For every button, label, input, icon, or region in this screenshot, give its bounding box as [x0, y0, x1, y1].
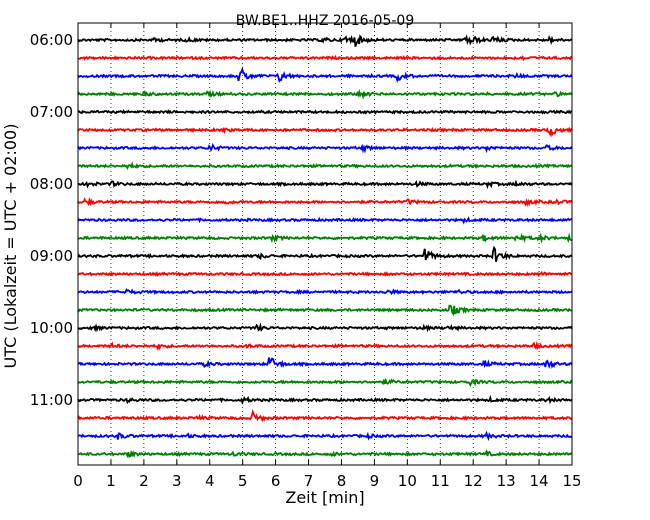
y-tick-label: 06:00 [30, 31, 73, 49]
trace-0645 [77, 88, 573, 100]
x-tick-label: 15 [562, 472, 581, 490]
x-tick-label: 2 [139, 472, 149, 490]
x-tick-label: 13 [497, 472, 516, 490]
x-axis: 0 1 2 3 4 5 6 7 8 9 10 11 12 13 14 15 [73, 23, 582, 490]
trace-0915 [77, 271, 573, 278]
trace-0615 [77, 54, 573, 62]
trace-0845 [77, 232, 573, 244]
x-axis-label: Zeit [min] [285, 488, 364, 507]
x-tick-label: 8 [337, 472, 347, 490]
trace-1015 [77, 340, 573, 352]
trace-1100 [77, 394, 573, 405]
x-tick-label: 5 [238, 472, 248, 490]
x-tick-label: 7 [304, 472, 314, 490]
trace-1130 [77, 430, 573, 442]
grid-lines [110, 23, 540, 465]
trace-1145 [77, 449, 573, 459]
trace-0730 [77, 142, 573, 154]
x-tick-label: 0 [73, 472, 83, 490]
x-tick-label: 9 [370, 472, 380, 490]
y-tick-label: 10:00 [30, 319, 73, 337]
trace-0600 [77, 34, 573, 47]
trace-0800 [77, 179, 573, 190]
trace-0715 [77, 126, 573, 138]
trace-0830 [77, 216, 573, 225]
x-tick-label: 6 [271, 472, 281, 490]
y-tick-label: 11:00 [30, 391, 73, 409]
trace-group [77, 34, 573, 459]
trace-0900 [77, 245, 573, 262]
trace-1000 [77, 322, 573, 333]
trace-1115 [77, 408, 573, 423]
y-axis: 06:00 07:00 08:00 09:00 10:00 11:00 [30, 31, 572, 409]
x-tick-label: 1 [106, 472, 116, 490]
trace-0930 [77, 287, 573, 296]
plot-frame [77, 22, 573, 466]
chart-title: BW.BE1..HHZ 2016-05-09 [236, 13, 415, 29]
x-tick-label: 3 [172, 472, 182, 490]
y-tick-label: 08:00 [30, 175, 73, 193]
trace-1030 [77, 357, 573, 369]
trace-0815 [77, 196, 573, 208]
y-tick-label: 07:00 [30, 103, 73, 121]
trace-0700 [77, 109, 573, 115]
x-tick-label: 10 [398, 472, 417, 490]
y-tick-label: 09:00 [30, 247, 73, 265]
trace-0630 [77, 66, 573, 84]
x-tick-label: 11 [431, 472, 450, 490]
x-tick-label: 12 [464, 472, 483, 490]
trace-1045 [77, 377, 573, 388]
x-tick-label: 4 [205, 472, 215, 490]
trace-0945 [77, 304, 573, 317]
y-axis-label: UTC (Lokalzeit = UTC + 02:00) [1, 124, 20, 369]
trace-0745 [77, 161, 573, 170]
x-tick-label: 14 [530, 472, 549, 490]
